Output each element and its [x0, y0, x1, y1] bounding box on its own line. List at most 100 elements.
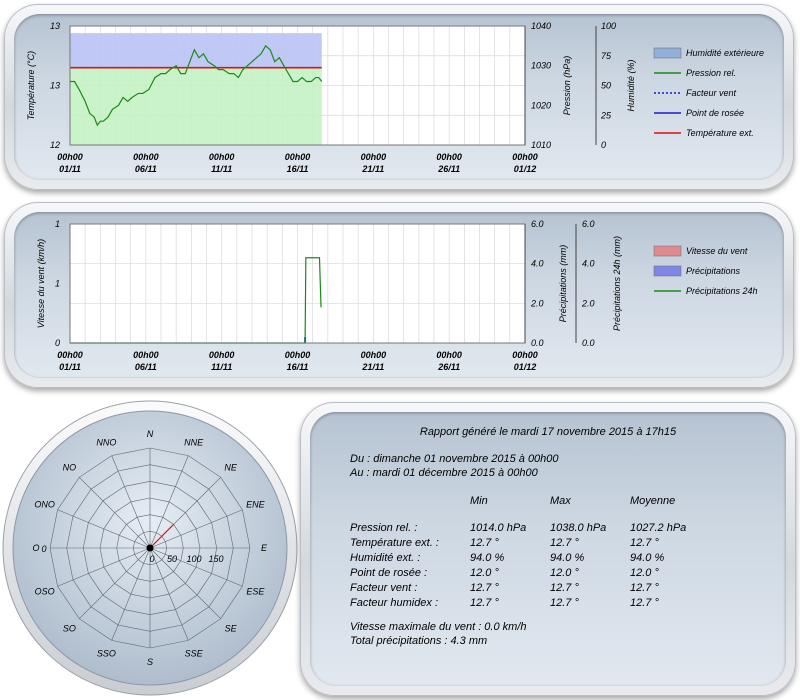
- report-row-label: Facteur vent :: [350, 582, 418, 594]
- x-tick-time: 00h00: [436, 152, 462, 162]
- rose-direction-label: ONO: [34, 499, 55, 509]
- report-row-min: 12.0 °: [470, 567, 499, 579]
- legend-label-3: Point de rosée: [686, 108, 744, 118]
- humidity-area-lower: [70, 67, 322, 145]
- y-tick-label: 1: [55, 219, 60, 229]
- report-row-min: 94.0 %: [470, 552, 505, 564]
- report-content: Rapport généré le mardi 17 novembre 2015…: [300, 402, 796, 696]
- rose-spoke: [149, 547, 189, 641]
- y-tick-label: 6.0: [582, 219, 595, 229]
- rose-wind-vector: [149, 524, 174, 549]
- x-tick-time: 00h00: [57, 350, 83, 360]
- report-row-avg: 12.7 °: [630, 597, 659, 609]
- report-row-max: 12.7 °: [550, 597, 579, 609]
- legend-label-0: Humidité extérieure: [686, 48, 764, 58]
- rose-spoke: [57, 509, 151, 549]
- x-tick-time: 00h00: [361, 152, 387, 162]
- rose-direction-label: SO: [63, 624, 76, 634]
- x-tick-date: 26/11: [437, 164, 460, 174]
- legend-swatch-1: [653, 265, 682, 277]
- y-tick-label: 100: [601, 21, 616, 31]
- rose-direction-label: NNO: [96, 438, 116, 448]
- report-row-min: 12.7 °: [470, 582, 499, 594]
- x-tick-date: 01/12: [514, 362, 537, 372]
- report-row-max: 1038.0 hPa: [550, 522, 607, 534]
- report-row-min: 1014.0 hPa: [470, 522, 527, 534]
- report-header-avg: Moyenne: [630, 495, 676, 507]
- y-tick-label: 1020: [531, 100, 551, 110]
- report-header-min: Min: [470, 495, 488, 507]
- rose-direction-label: ENE: [246, 499, 266, 509]
- legend-label-2: Précipitations 24h: [686, 286, 758, 296]
- x-tick-time: 00h00: [512, 350, 538, 360]
- y-tick-label: 0: [55, 338, 60, 348]
- y-tick-label: 0: [601, 140, 606, 150]
- report-row-label: Température ext. :: [350, 537, 439, 549]
- x-tick-time: 00h00: [209, 152, 235, 162]
- rose-spoke: [79, 477, 151, 549]
- y-tick-label: 50: [601, 81, 611, 91]
- rose-direction-label: E: [261, 543, 268, 553]
- pressure-line: [70, 44, 323, 127]
- rose-direction-label: NE: [224, 462, 237, 472]
- report-row-avg: 12.7 °: [630, 582, 659, 594]
- y-tick-label: 1: [55, 279, 60, 289]
- x-tick-date: 11/11: [211, 164, 232, 174]
- report-row-max: 12.0 °: [550, 567, 579, 579]
- x-tick-date: 16/11: [287, 164, 309, 174]
- rose-west-zero: 0: [41, 544, 46, 554]
- legend-label-1: Précipitations: [686, 266, 741, 276]
- x-tick-time: 00h00: [512, 152, 538, 162]
- report-panel-inner: [310, 412, 786, 686]
- x-tick-date: 06/11: [135, 164, 157, 174]
- x-tick-date: 16/11: [287, 362, 309, 372]
- report-row-max: 12.7 °: [550, 537, 579, 549]
- y-tick-label: 1030: [531, 61, 551, 71]
- rose-direction-label: S: [147, 657, 153, 667]
- x-tick-time: 00h00: [361, 350, 387, 360]
- legend-label-2: Facteur vent: [686, 88, 737, 98]
- wind-rain-chart-panel: 00h00 01/11 00h00 06/11 00h00 11/11 00h00 16/11…: [4, 202, 794, 388]
- x-tick-time: 00h00: [209, 350, 235, 360]
- rose-spoke: [111, 547, 151, 641]
- legend-label-0: Vitesse du vent: [686, 246, 748, 256]
- report-row-min: 12.7 °: [470, 597, 499, 609]
- rose-direction-label: SE: [225, 624, 238, 634]
- y-tick-label: 13: [50, 21, 60, 31]
- humidity-area-upper: [70, 33, 322, 68]
- y-tick-label: 4.0: [531, 259, 544, 269]
- x-tick-time: 00h00: [436, 350, 462, 360]
- report-row-avg: 12.7 °: [630, 537, 659, 549]
- y-tick-label: 75: [601, 51, 612, 61]
- y-axis-label: Pression (hPa): [562, 56, 572, 116]
- y-tick-label: 13: [50, 81, 60, 91]
- rose-direction-label: N: [147, 429, 154, 439]
- report-row-label: Facteur humidex :: [350, 597, 439, 609]
- x-tick-date: 21/11: [361, 362, 384, 372]
- rose-radial-tick: 150: [208, 554, 223, 564]
- report-total-rain: Total précipitations : 4.3 mm: [350, 635, 488, 647]
- report-row-label: Point de rosée :: [350, 567, 428, 579]
- y-tick-label: 4.0: [582, 259, 595, 269]
- x-tick-time: 00h00: [57, 152, 83, 162]
- report-from: Du : dimanche 01 novembre 2015 à 00h00: [350, 453, 559, 465]
- wind-rose: N NNE NE ENE E ESE SE SSE S SSO SO OSO O ONO NO NNO 0 50 1…: [2, 400, 298, 696]
- x-tick-time: 00h00: [133, 350, 159, 360]
- y-axis-label: Température (°C): [26, 51, 36, 120]
- x-tick-time: 00h00: [133, 152, 159, 162]
- y-tick-label: 12: [50, 140, 60, 150]
- rose-center-dot: [146, 544, 154, 552]
- legend-label-4: Température ext.: [686, 128, 754, 138]
- report-row-min: 12.7 °: [470, 537, 499, 549]
- y-axis-label: Précipitations 24h (mm): [612, 236, 622, 331]
- report-row-avg: 1027.2 hPa: [630, 522, 687, 534]
- report-row-max: 12.7 °: [550, 582, 579, 594]
- report-row-max: 94.0 %: [550, 552, 585, 564]
- rose-spoke: [111, 455, 151, 549]
- weather-chart-panel: 00h00 01/11 00h00 06/11 00h00 11/11 00h00 16/11…: [4, 4, 794, 190]
- rose-direction-label: OSO: [35, 587, 55, 597]
- report-wind-max: Vitesse maximale du vent : 0.0 km/h: [350, 621, 527, 633]
- y-tick-label: 25: [600, 110, 612, 120]
- report-row-label: Humidité ext. :: [350, 552, 421, 564]
- y-axis-label: Humidité (%): [626, 59, 636, 111]
